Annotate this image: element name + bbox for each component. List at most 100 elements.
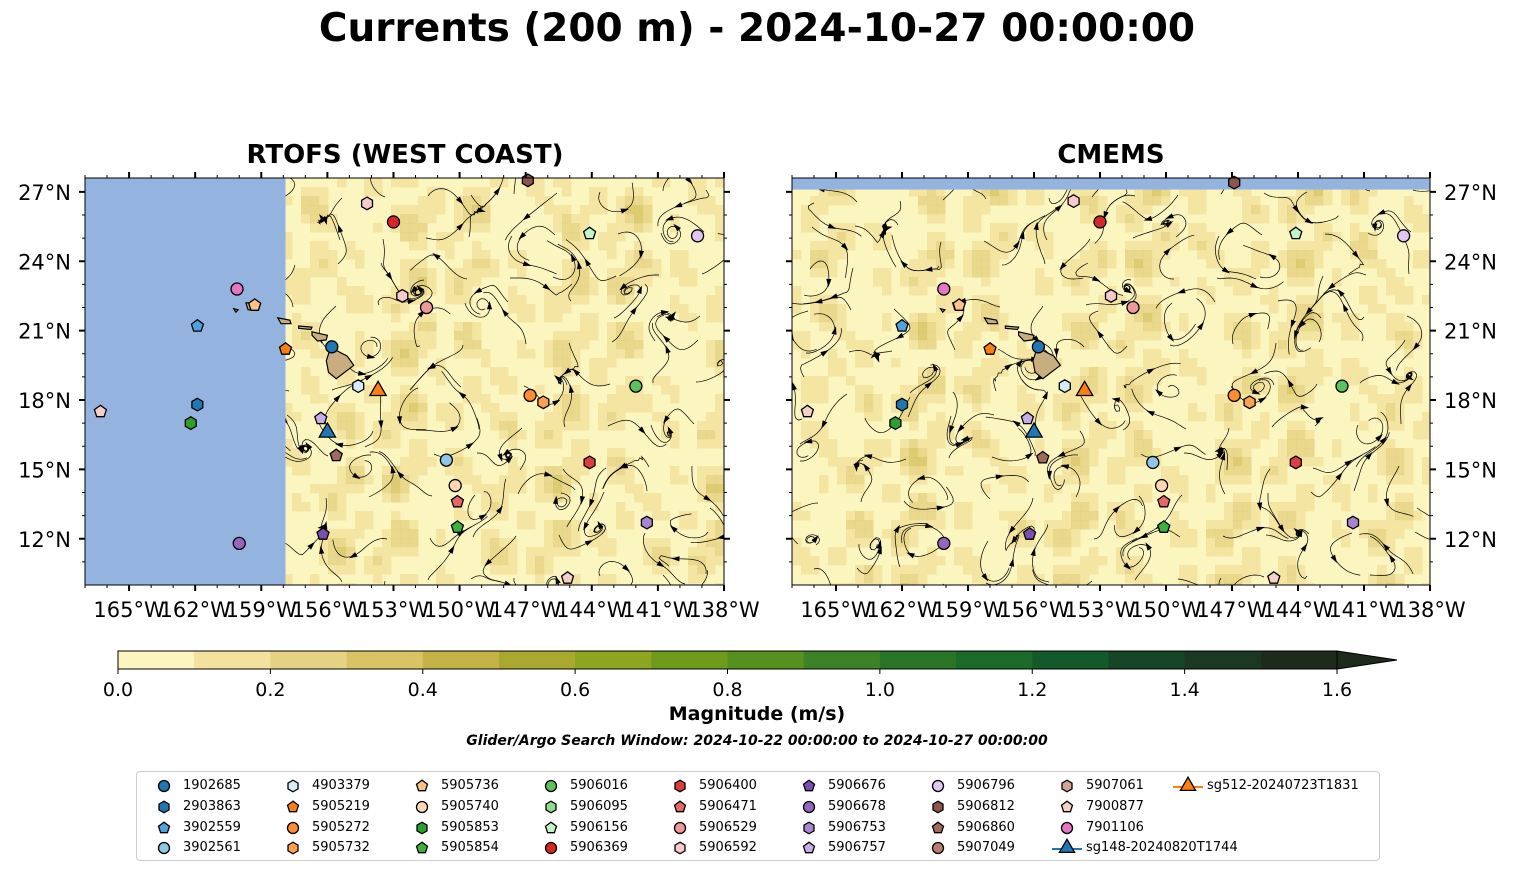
marker-sg148-20240820T1744[interactable] [1024, 421, 1044, 438]
marker-5906753[interactable] [1346, 515, 1360, 530]
marker-3902559[interactable] [190, 318, 205, 332]
legend-marker[interactable] [544, 820, 558, 833]
marker-5906592[interactable] [396, 288, 409, 303]
marker-2903863[interactable] [895, 397, 909, 412]
marker-5905736[interactable] [952, 298, 966, 311]
legend-marker[interactable] [415, 779, 429, 792]
marker-5906812[interactable] [1228, 175, 1241, 190]
marker-5906860[interactable] [329, 448, 343, 462]
legend-marker[interactable] [673, 800, 687, 813]
marker-5906016[interactable] [1335, 379, 1349, 393]
legend-marker[interactable] [1060, 821, 1074, 834]
marker-5905272[interactable] [1227, 388, 1241, 403]
legend-marker[interactable] [673, 821, 687, 834]
legend-marker[interactable] [1061, 779, 1073, 793]
legend-marker[interactable] [287, 779, 299, 793]
legend-marker[interactable] [931, 820, 945, 833]
marker-3902561[interactable] [1146, 455, 1160, 470]
legend-marker[interactable] [802, 841, 816, 854]
marker-7901106[interactable] [230, 282, 244, 296]
marker-4903379[interactable] [352, 379, 365, 394]
legend-marker[interactable] [157, 779, 171, 793]
legend-marker[interactable] [544, 779, 558, 793]
marker-sg512-20240723T1831[interactable] [368, 379, 388, 397]
marker-5905219[interactable] [278, 341, 293, 355]
marker-5905736[interactable] [247, 298, 262, 311]
marker-5906369[interactable] [386, 215, 401, 229]
legend-marker[interactable] [544, 842, 558, 855]
marker-2903863[interactable] [191, 397, 204, 412]
legend-marker[interactable] [416, 821, 428, 835]
marker-4903379[interactable] [1058, 379, 1071, 394]
marker-5905854[interactable] [1157, 520, 1171, 533]
legend-marker[interactable] [415, 800, 429, 813]
marker-5906678[interactable] [232, 536, 246, 551]
legend-marker[interactable] [932, 800, 944, 814]
legend-marker[interactable] [287, 841, 299, 855]
legend-marker[interactable] [157, 842, 171, 855]
marker-5906592[interactable] [1104, 288, 1118, 303]
marker-sg148-20240820T1744[interactable] [318, 421, 337, 438]
marker-5905853[interactable] [184, 416, 197, 431]
marker-5906796[interactable] [690, 229, 705, 243]
marker-5906529[interactable] [419, 300, 434, 315]
marker-1902685[interactable] [325, 340, 339, 354]
legend-marker[interactable] [1058, 838, 1076, 854]
legend-marker[interactable] [674, 841, 686, 855]
marker-3902559[interactable] [895, 318, 909, 332]
legend-marker[interactable] [158, 800, 170, 814]
marker-5906016[interactable] [629, 379, 643, 393]
legend-marker[interactable] [545, 800, 557, 814]
marker-5905732[interactable] [1243, 395, 1256, 410]
marker-5906753[interactable] [640, 515, 653, 530]
marker-7900877[interactable] [93, 404, 108, 418]
legend-marker[interactable] [674, 779, 686, 793]
legend-marker[interactable] [1179, 776, 1197, 792]
marker-5906400[interactable] [1289, 455, 1302, 470]
marker-3902561[interactable] [439, 453, 454, 467]
legend-marker[interactable] [286, 800, 300, 813]
marker-5906592[interactable] [360, 196, 374, 211]
legend-marker[interactable] [286, 821, 300, 834]
legend-marker[interactable] [157, 820, 171, 833]
marker-5906676[interactable] [1022, 526, 1037, 540]
marker-5906812[interactable] [521, 173, 534, 188]
marker-5905740[interactable] [448, 478, 462, 493]
marker-5906757[interactable] [314, 411, 328, 425]
marker-5906471[interactable] [450, 494, 465, 508]
marker-5906400[interactable] [583, 455, 596, 470]
legend-marker[interactable] [931, 842, 945, 855]
marker-7900877[interactable] [1267, 571, 1281, 584]
marker-5906592[interactable] [1067, 194, 1080, 209]
marker-5906369[interactable] [1093, 215, 1107, 229]
map-panel-cmems[interactable]: 165°W162°W159°W156°W153°W150°W147°W144°W… [769, 137, 1497, 631]
marker-5905854[interactable] [450, 520, 465, 533]
legend-marker[interactable] [1060, 800, 1074, 813]
marker-5906156[interactable] [582, 226, 597, 240]
marker-5906678[interactable] [937, 536, 951, 551]
marker-5906529[interactable] [1126, 300, 1140, 315]
marker-5906757[interactable] [1020, 411, 1035, 425]
marker-sg512-20240723T1831[interactable] [1075, 380, 1094, 397]
legend-marker[interactable] [802, 800, 816, 813]
legend-marker[interactable] [931, 779, 945, 793]
marker-5906860[interactable] [1036, 450, 1050, 464]
legend-marker[interactable] [415, 841, 429, 854]
marker-5906676[interactable] [316, 526, 330, 540]
marker-7900877[interactable] [560, 570, 575, 584]
marker-5905219[interactable] [983, 341, 997, 355]
marker-7900877[interactable] [800, 404, 815, 418]
marker-5905272[interactable] [523, 388, 537, 403]
marker-5905732[interactable] [537, 395, 550, 410]
marker-5905853[interactable] [889, 416, 902, 431]
marker-5906156[interactable] [1289, 226, 1303, 240]
legend-marker[interactable] [802, 779, 816, 792]
legend-marker[interactable] [803, 821, 815, 835]
marker-7901106[interactable] [937, 282, 951, 296]
marker-5906796[interactable] [1396, 229, 1411, 243]
colorbar-bin [194, 651, 271, 669]
marker-1902685[interactable] [1031, 340, 1046, 354]
marker-5905740[interactable] [1154, 478, 1169, 493]
marker-5906471[interactable] [1157, 494, 1171, 508]
map-panel-rtofs[interactable]: 165°W162°W159°W156°W153°W150°W147°W144°W… [18, 136, 760, 625]
